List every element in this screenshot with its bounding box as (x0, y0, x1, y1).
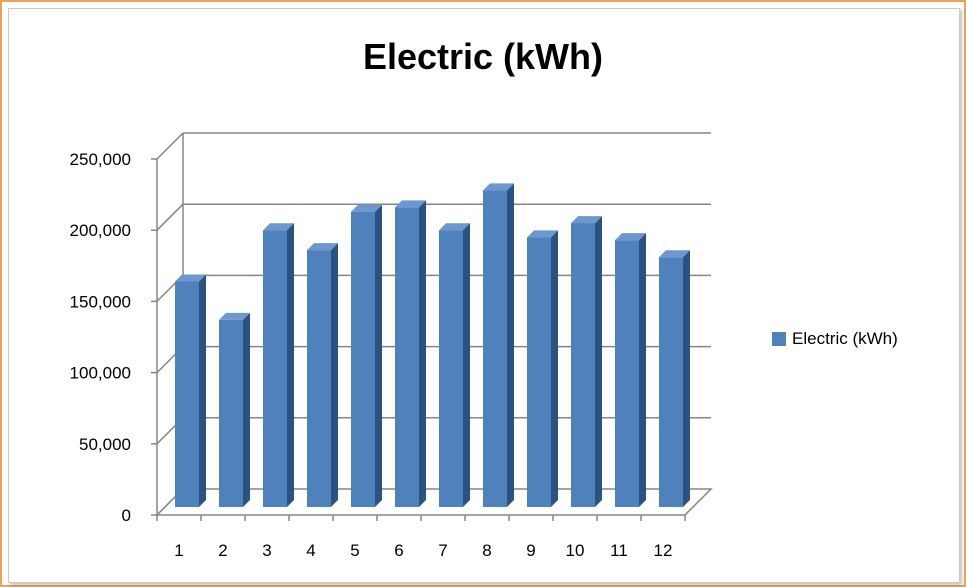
bar-top (659, 250, 690, 258)
y-tick-label: 200,000 (70, 221, 131, 240)
bar-side (419, 200, 426, 507)
bar-side (683, 250, 690, 508)
x-tick-label: 4 (306, 541, 315, 560)
chart-title: Electric (kWh) (362, 36, 604, 77)
bar-side (463, 223, 470, 507)
x-tick-label: 12 (654, 541, 673, 560)
bar-top (307, 243, 338, 251)
gridline-diagonal (156, 203, 184, 231)
bar (351, 211, 375, 508)
bar (175, 281, 199, 507)
bar-top (571, 216, 602, 224)
y-tick-label: 250,000 (70, 150, 131, 169)
bar (571, 223, 595, 507)
bar (615, 240, 639, 507)
bar-top (483, 183, 514, 191)
y-tick-label: 150,000 (70, 292, 131, 311)
x-tick-label: 10 (566, 541, 585, 560)
x-tick-label: 7 (438, 541, 447, 560)
bar (439, 230, 463, 507)
y-tick-label: 50,000 (79, 435, 131, 454)
bar (395, 207, 419, 507)
bar-side (375, 204, 382, 508)
bar-top (527, 230, 558, 238)
x-tick-label: 8 (482, 541, 491, 560)
bar (659, 257, 683, 507)
bar-side (287, 223, 294, 507)
bar-top (175, 274, 206, 282)
bar-top (351, 204, 382, 212)
y-tick-label: 100,000 (70, 364, 131, 383)
bar (527, 237, 551, 507)
bar-side (199, 274, 206, 507)
bar-side (243, 312, 250, 507)
bar-top (263, 223, 294, 231)
gridline-diagonal (156, 132, 184, 160)
x-tick-label: 6 (394, 541, 403, 560)
bar-top (439, 223, 470, 231)
bar (307, 250, 331, 508)
bar-top (219, 312, 250, 320)
bar-side (507, 183, 514, 507)
bar-side (595, 216, 602, 507)
x-tick-label: 11 (610, 541, 628, 560)
bar (483, 190, 507, 507)
legend-label: Electric (kWh) (792, 329, 898, 348)
bar-side (331, 243, 338, 508)
bar-side (639, 233, 646, 507)
x-tick-label: 5 (350, 541, 359, 560)
y-tick-label: 0 (122, 506, 131, 525)
bar-side (551, 230, 558, 507)
bar-top (395, 200, 426, 208)
bar (263, 230, 287, 507)
x-tick-label: 3 (262, 541, 271, 560)
bar (219, 319, 243, 507)
x-tick-label: 9 (526, 541, 535, 560)
bar-top (615, 233, 646, 241)
x-tick-label: 1 (174, 541, 183, 560)
legend: Electric (kWh) (772, 329, 898, 349)
x-tick-label: 2 (218, 541, 227, 560)
legend-swatch (772, 332, 786, 346)
